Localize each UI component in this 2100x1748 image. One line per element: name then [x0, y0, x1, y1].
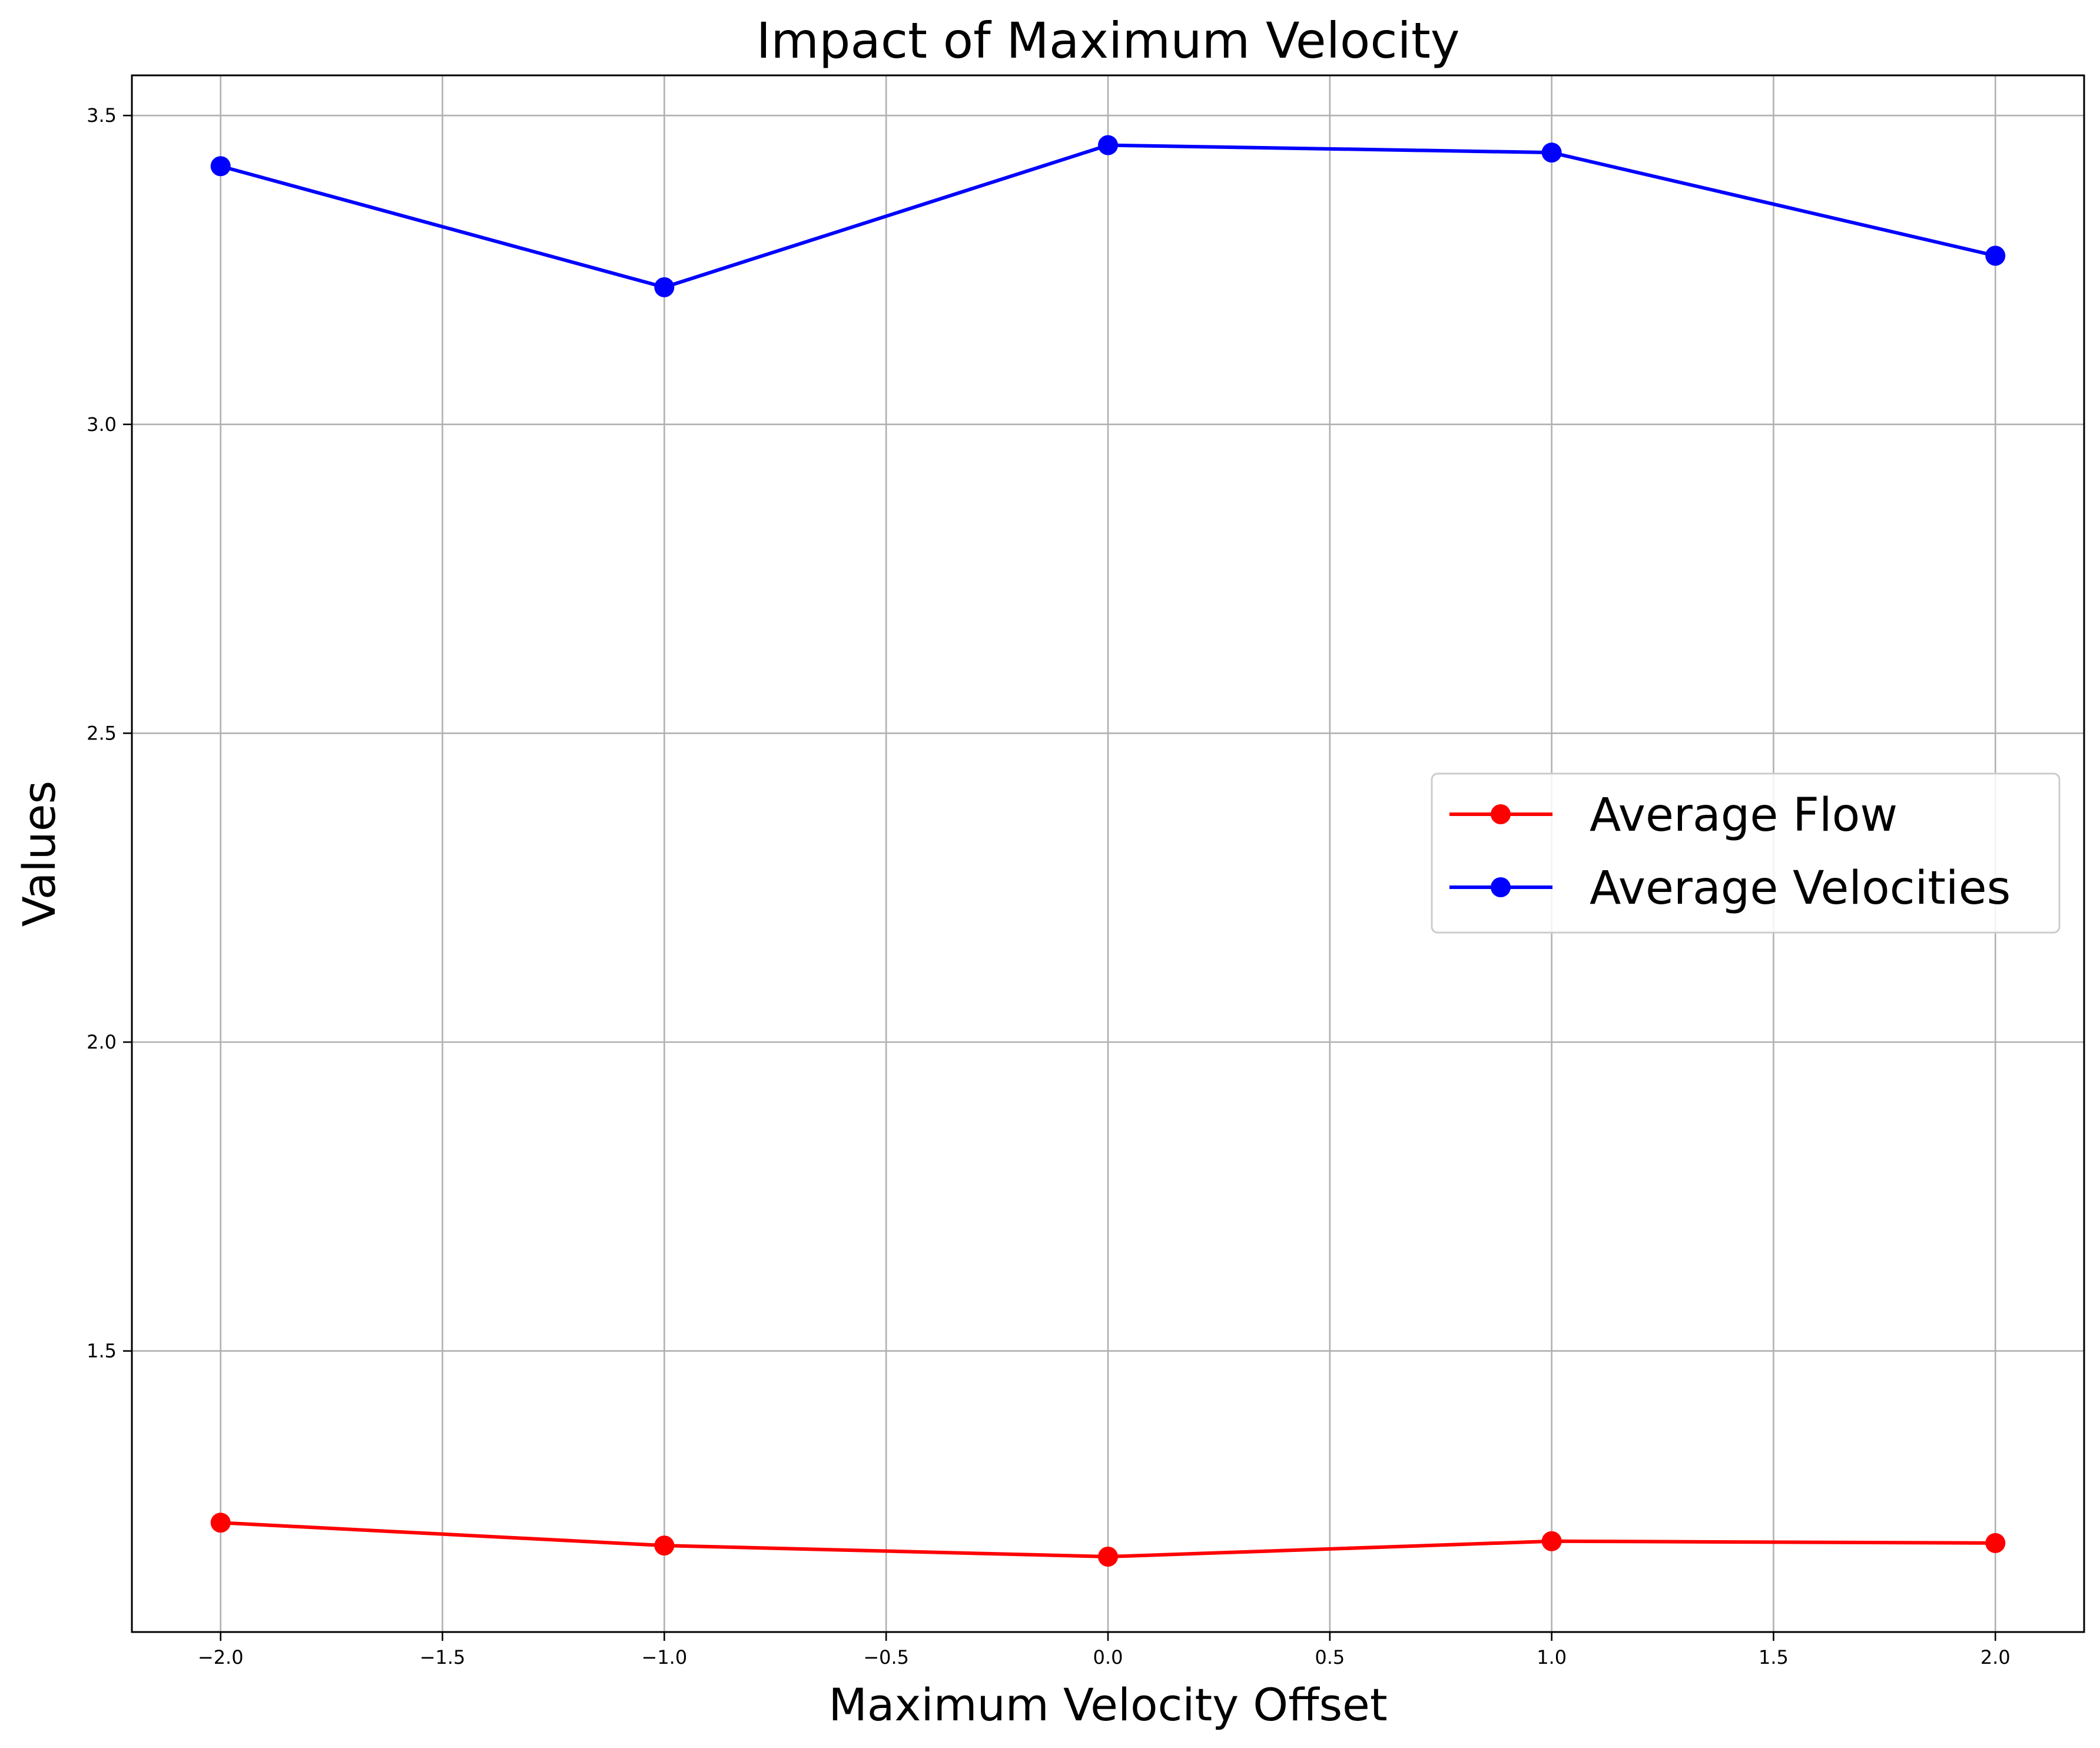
x-tick-label: 0.5 — [1315, 1646, 1345, 1669]
legend-item-average-flow: Average Flow — [1449, 789, 1897, 842]
x-tick-label: 1.0 — [1537, 1646, 1567, 1669]
grid-lines — [132, 75, 2084, 1632]
x-tick-label: −2.0 — [198, 1646, 244, 1669]
axis-ticks: −2.0 −1.5 −1.0 −0.5 0.0 0.5 1.0 1.5 2.0 1.5 2.0 2.5… — [87, 104, 2011, 1669]
legend: Average Flow Average Velocities — [1431, 772, 2061, 934]
average-flow-point — [1985, 1533, 2006, 1553]
legend-marker — [1491, 804, 1511, 824]
legend-box — [1431, 772, 2061, 934]
legend-label: Average Velocities — [1590, 862, 2011, 915]
average-flow-point — [654, 1535, 675, 1556]
x-tick-label: 1.5 — [1759, 1646, 1789, 1669]
x-tick-label: 0.0 — [1093, 1646, 1123, 1669]
average-flow-point — [1098, 1546, 1118, 1567]
average-velocities-series — [210, 135, 2006, 297]
legend-marker — [1491, 877, 1511, 897]
chart-title: Impact of Maximum Velocity — [757, 12, 1460, 69]
plot-series — [210, 135, 2006, 1567]
average-velocities-point — [654, 277, 675, 297]
x-axis-title: Maximum Velocity Offset — [828, 1679, 1387, 1731]
y-axis-title: Values — [13, 781, 65, 927]
x-tick-label: −1.0 — [642, 1646, 688, 1669]
average-velocities-point — [1541, 142, 1562, 163]
legend-label: Average Flow — [1590, 789, 1897, 842]
y-tick-label: 2.5 — [87, 722, 117, 744]
average-velocities-point — [210, 156, 231, 177]
x-tick-label: −1.5 — [420, 1646, 466, 1669]
y-tick-label: 3.0 — [87, 413, 117, 436]
average-flow-series — [210, 1512, 2006, 1567]
average-velocities-point — [1098, 135, 1118, 155]
average-velocities-point — [1985, 246, 2006, 266]
average-flow-point — [210, 1512, 231, 1533]
x-tick-label: 2.0 — [1980, 1646, 2011, 1669]
y-tick-label: 3.5 — [87, 104, 117, 127]
y-tick-label: 2.0 — [87, 1031, 117, 1053]
y-tick-label: 1.5 — [87, 1340, 117, 1362]
average-flow-point — [1541, 1531, 1562, 1551]
x-tick-label: −0.5 — [863, 1646, 909, 1669]
legend-item-average-velocities: Average Velocities — [1449, 862, 2011, 915]
